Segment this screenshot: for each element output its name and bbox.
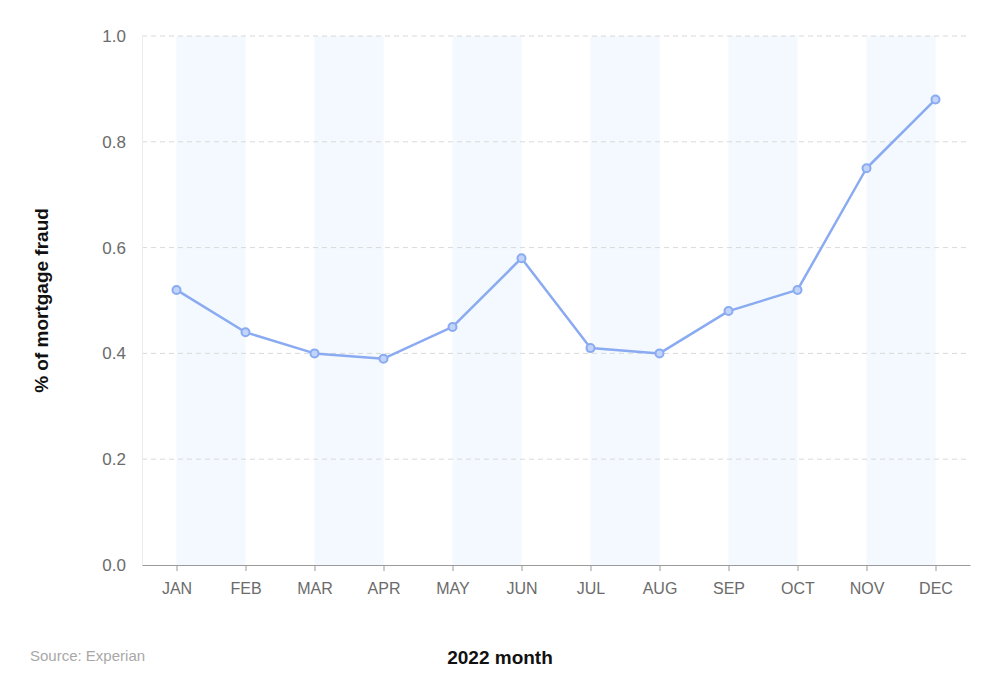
- x-tick-label: MAY: [436, 580, 470, 597]
- x-tick-mark: [660, 565, 661, 571]
- y-tick: 0.8: [102, 133, 142, 152]
- x-tick-label: DEC: [919, 580, 953, 597]
- y-tick-label: 0.6: [102, 239, 126, 258]
- x-tick-mark: [522, 565, 523, 571]
- x-tick: NOV: [850, 565, 885, 597]
- y-axis-title: % of mortgage fraud: [31, 208, 52, 393]
- x-tick: DEC: [919, 565, 953, 597]
- point: [518, 254, 526, 262]
- y-tick-label: 0.0: [102, 556, 126, 575]
- point: [311, 349, 319, 357]
- chart: 0.0 0.2 0.4 0.6 0.8 1.0 JAN FEB MAR APR MAY JUN JUL A…: [0, 0, 1000, 690]
- x-tick-label: JUN: [506, 580, 537, 597]
- point: [794, 286, 802, 294]
- x-tick: MAY: [436, 565, 470, 597]
- point: [242, 328, 250, 336]
- band: [177, 36, 246, 565]
- plot: [173, 95, 940, 362]
- x-tick-label: JAN: [162, 580, 192, 597]
- x-tick-mark: [453, 565, 454, 571]
- x-tick-label: OCT: [781, 580, 815, 597]
- band: [315, 36, 384, 565]
- bands: [177, 36, 936, 565]
- source: Source: Experian: [30, 647, 145, 664]
- line: [177, 99, 936, 358]
- x-tick-mark: [936, 565, 937, 571]
- x-tick-mark: [867, 565, 868, 571]
- y-tick: 0.2: [102, 450, 142, 469]
- point: [380, 355, 388, 363]
- grid-line: [142, 141, 970, 142]
- y-tick: 0.0: [102, 556, 142, 575]
- x-tick: FEB: [230, 565, 261, 597]
- grid-line: [142, 247, 970, 248]
- x-tick-label: JUL: [577, 580, 606, 597]
- x-tick-label: AUG: [643, 580, 678, 597]
- point: [656, 349, 664, 357]
- x-tick: AUG: [643, 565, 678, 597]
- y-tick-label: 0.8: [102, 133, 126, 152]
- y-tick-label: 0.2: [102, 450, 126, 469]
- x-tick: MAR: [297, 565, 333, 597]
- grid-line: [142, 459, 970, 460]
- band: [453, 36, 522, 565]
- grid: [142, 36, 970, 459]
- point: [863, 164, 871, 172]
- x-tick: OCT: [781, 565, 815, 597]
- grid-line: [142, 353, 970, 354]
- x-tick-label: NOV: [850, 580, 885, 597]
- y-tick-label: 1.0: [102, 27, 126, 46]
- x-tick-label: SEP: [713, 580, 745, 597]
- x-tick: SEP: [713, 565, 745, 597]
- x-tick-mark: [246, 565, 247, 571]
- band: [867, 36, 936, 565]
- band: [591, 36, 660, 565]
- y-axis-line: [142, 37, 143, 566]
- x-axis-line: [143, 565, 971, 566]
- point: [725, 307, 733, 315]
- x-tick-mark: [384, 565, 385, 571]
- x-axis: JAN FEB MAR APR MAY JUN JUL AUG SEP OCT NOV DEC: [143, 565, 971, 597]
- y-tick-label: 0.4: [102, 344, 126, 363]
- x-tick-mark: [591, 565, 592, 571]
- x-tick-mark: [315, 565, 316, 571]
- point: [449, 323, 457, 331]
- grid-line: [142, 36, 970, 37]
- point: [173, 286, 181, 294]
- x-tick: JAN: [162, 565, 192, 597]
- point: [932, 95, 940, 103]
- x-tick-label: FEB: [230, 580, 261, 597]
- y-tick: 1.0: [102, 27, 142, 46]
- x-tick-label: MAR: [297, 580, 333, 597]
- x-tick: JUL: [577, 565, 606, 597]
- x-tick: APR: [368, 565, 401, 597]
- point: [587, 344, 595, 352]
- x-tick-mark: [798, 565, 799, 571]
- x-axis-title: 2022 month: [447, 647, 553, 668]
- y-axis: 0.0 0.2 0.4 0.6 0.8 1.0: [102, 27, 142, 575]
- x-tick-label: APR: [368, 580, 401, 597]
- x-tick-mark: [177, 565, 178, 571]
- y-tick: 0.6: [102, 239, 142, 258]
- x-tick-mark: [729, 565, 730, 571]
- y-tick: 0.4: [102, 344, 142, 363]
- x-tick: JUN: [506, 565, 537, 597]
